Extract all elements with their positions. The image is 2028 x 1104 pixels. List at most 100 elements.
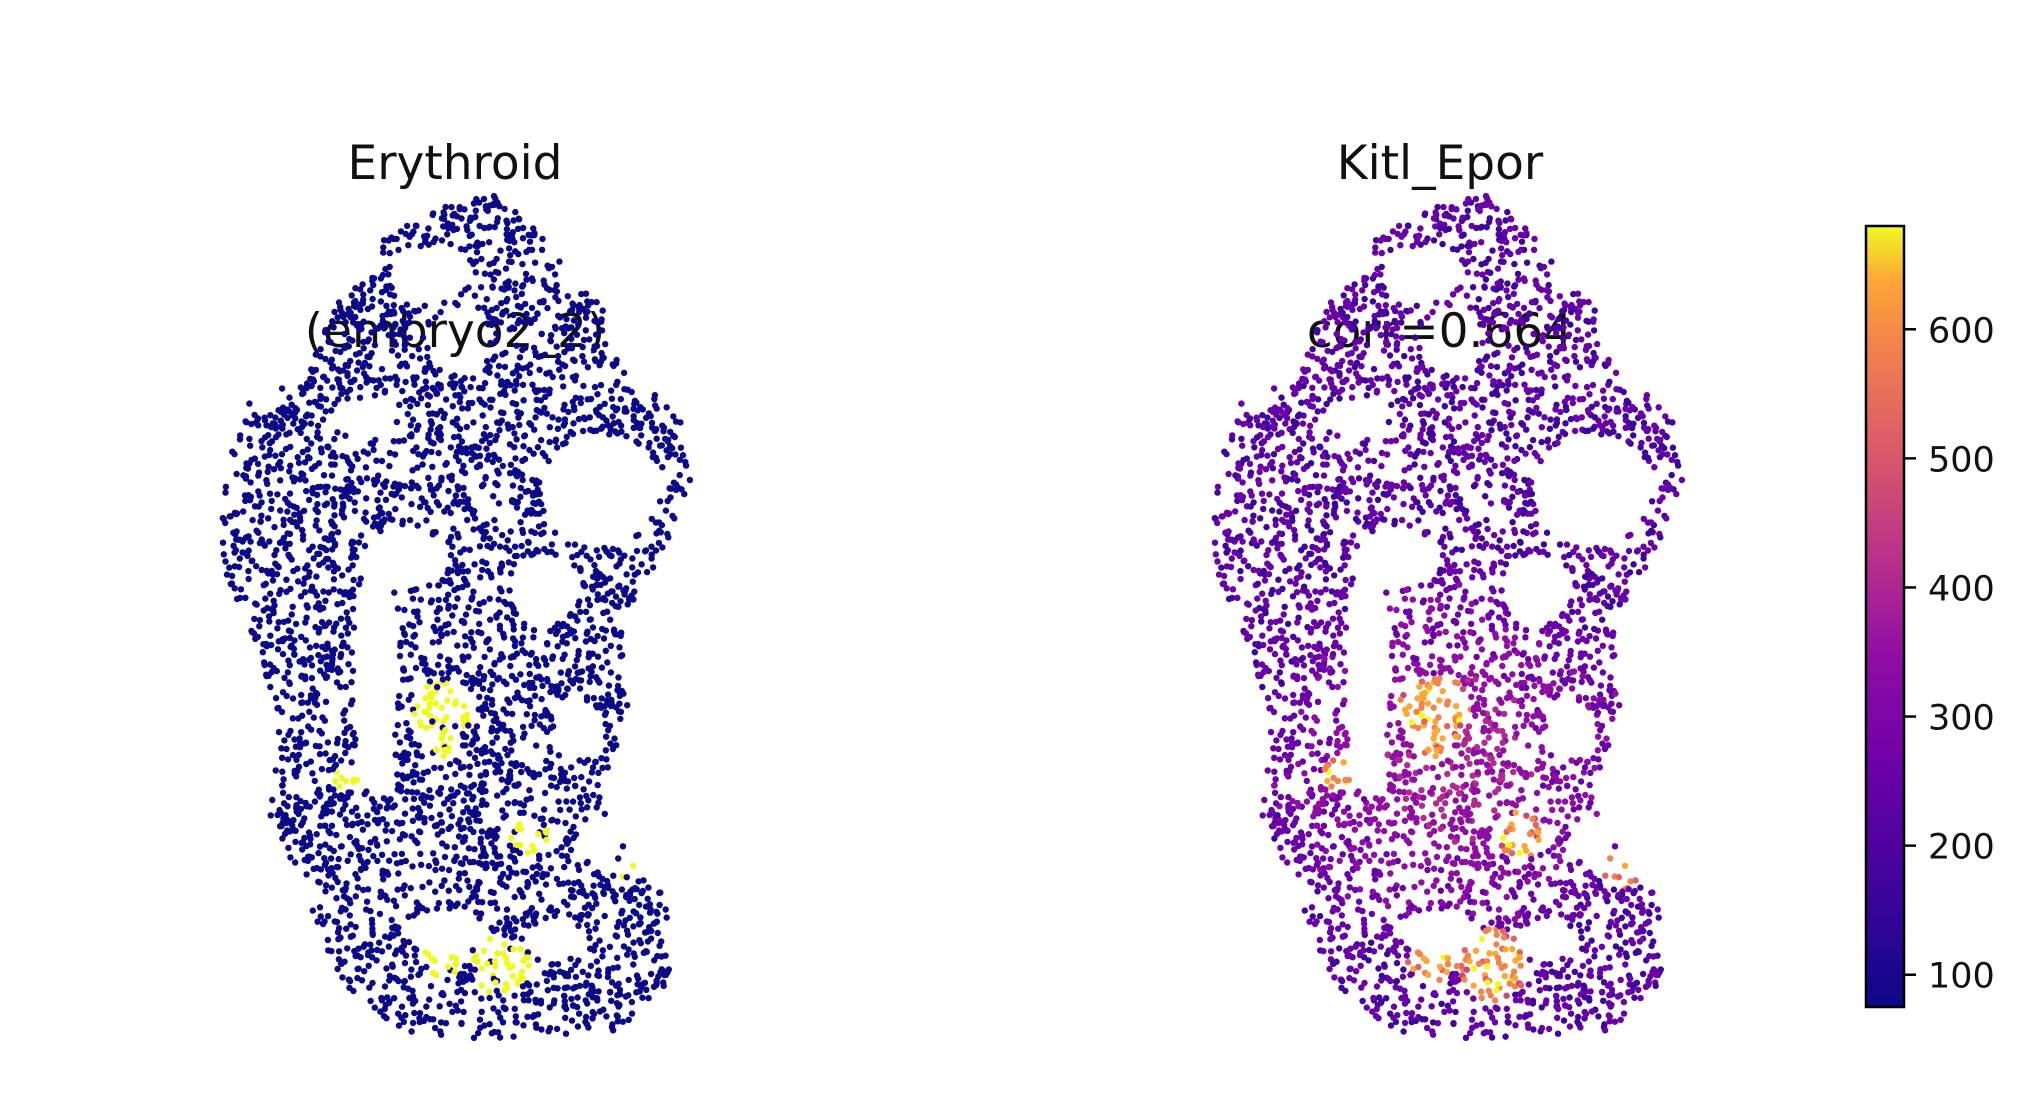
cell-point	[348, 292, 355, 299]
cell-point	[576, 565, 584, 572]
cell-point	[565, 345, 572, 352]
cell-point	[469, 976, 476, 983]
cell-point	[541, 789, 549, 797]
cell-point	[584, 804, 591, 811]
cell-point	[475, 444, 482, 451]
cell-point	[1439, 735, 1446, 742]
cell-point	[448, 472, 455, 479]
cell-point	[1615, 874, 1623, 881]
cell-point	[526, 369, 533, 377]
cell-point	[1599, 387, 1607, 394]
cell-point	[220, 551, 227, 558]
cell-point	[528, 722, 535, 729]
cell-point	[351, 507, 359, 515]
cell-point	[416, 503, 424, 510]
cell-point	[615, 583, 622, 590]
cell-point	[317, 866, 325, 873]
cell-point	[630, 908, 637, 915]
cell-point	[342, 624, 350, 631]
cell-point	[327, 339, 334, 346]
cell-point	[1417, 862, 1425, 870]
cell-point	[329, 318, 336, 325]
cell-point	[300, 580, 307, 587]
cell-point	[1424, 971, 1432, 979]
cell-point	[361, 542, 369, 550]
cell-point	[399, 517, 406, 524]
cell-point	[1528, 366, 1535, 373]
cell-point	[346, 833, 354, 841]
cell-point	[454, 415, 461, 422]
cell-point	[415, 451, 422, 458]
cell-point	[470, 781, 478, 789]
cell-point	[421, 799, 428, 806]
cell-point	[396, 739, 404, 746]
cell-point	[1450, 405, 1458, 412]
cell-point	[1253, 453, 1261, 460]
cell-point	[568, 1017, 576, 1024]
cell-point	[540, 521, 548, 528]
cell-point	[520, 921, 528, 928]
cell-point	[1564, 831, 1572, 838]
cell-point	[470, 526, 477, 533]
cell-point	[570, 403, 578, 410]
cell-point	[1474, 473, 1481, 481]
cell-point	[471, 452, 478, 459]
cell-point	[507, 252, 514, 259]
cell-point	[440, 414, 447, 422]
cell-point	[414, 813, 422, 820]
cell-point	[1394, 378, 1401, 386]
cell-point	[520, 443, 527, 450]
cell-point	[602, 709, 610, 716]
cell-point	[483, 296, 490, 303]
cell-point	[512, 455, 519, 462]
cell-point	[502, 383, 509, 390]
cell-point	[416, 902, 423, 910]
cell-point	[579, 968, 586, 975]
cell-point	[355, 945, 362, 952]
cell-point	[379, 867, 386, 874]
cell-point	[1482, 192, 1490, 200]
cell-point	[512, 280, 519, 287]
cell-point	[1466, 760, 1473, 767]
cell-point	[430, 670, 438, 677]
cell-point	[1554, 819, 1561, 827]
cell-point	[433, 859, 440, 866]
cell-point	[468, 629, 475, 636]
cell-point	[1523, 692, 1531, 699]
cell-point	[481, 224, 488, 232]
cell-point	[574, 1023, 582, 1030]
cell-point	[503, 225, 511, 233]
cell-point	[471, 292, 479, 299]
cell-point	[437, 811, 444, 818]
cell-point	[464, 877, 471, 884]
cell-point	[570, 894, 578, 901]
cell-point	[290, 503, 298, 510]
cell-point	[596, 679, 603, 686]
cell-point	[539, 235, 546, 243]
cell-point	[482, 423, 489, 431]
cell-point	[1430, 237, 1438, 244]
cell-point	[575, 922, 582, 929]
cell-point	[534, 310, 541, 317]
cell-point	[350, 539, 357, 546]
cell-point	[511, 893, 518, 901]
cell-point	[537, 530, 545, 538]
cell-point	[580, 382, 587, 390]
cell-point	[596, 1008, 604, 1015]
cell-point	[1525, 981, 1533, 988]
cell-point	[400, 665, 407, 672]
cell-point	[612, 593, 620, 600]
cell-point	[320, 588, 327, 595]
cell-point	[1572, 786, 1579, 793]
cell-point	[529, 381, 536, 388]
cell-point	[589, 1015, 596, 1022]
cell-point	[666, 485, 673, 492]
cell-point	[462, 742, 469, 749]
cell-point	[493, 432, 500, 440]
cell-point	[542, 914, 549, 922]
cell-point	[461, 633, 469, 640]
cell-point	[308, 382, 315, 390]
title-line-1: Kitl_Epor	[1336, 136, 1544, 191]
cell-point	[374, 946, 381, 954]
cell-point	[322, 698, 330, 705]
